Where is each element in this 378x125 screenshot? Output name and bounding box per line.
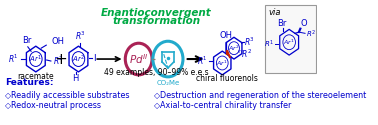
Text: $Ar^2$: $Ar^2$	[228, 44, 240, 53]
Text: $R^2$: $R^2$	[53, 55, 64, 67]
Text: $R^3$: $R^3$	[76, 30, 87, 42]
Text: chiral fluorenols: chiral fluorenols	[196, 74, 258, 83]
Text: CO₂Me: CO₂Me	[156, 80, 180, 86]
Text: racemate: racemate	[17, 72, 54, 81]
Text: transformation: transformation	[112, 16, 200, 26]
Text: via: via	[268, 8, 281, 17]
Text: Redox-neutral process: Redox-neutral process	[11, 101, 101, 110]
Text: ◇: ◇	[5, 101, 11, 110]
Text: I: I	[93, 54, 95, 62]
Text: $R^2$: $R^2$	[306, 29, 316, 40]
Text: Enantioconvergent: Enantioconvergent	[101, 8, 212, 18]
Text: $^{\prime\prime\prime}R^2$: $^{\prime\prime\prime}R^2$	[237, 48, 253, 60]
Text: $R^1$: $R^1$	[264, 38, 274, 50]
Text: ◇: ◇	[5, 91, 11, 100]
Text: $R^1$: $R^1$	[197, 55, 208, 67]
Text: Features:: Features:	[5, 78, 53, 87]
Text: Axial-to-central chirality transfer: Axial-to-central chirality transfer	[160, 101, 291, 110]
Text: Br: Br	[277, 19, 286, 28]
Text: H: H	[72, 74, 78, 83]
Text: 49 examples, 90–99% e.e.s: 49 examples, 90–99% e.e.s	[104, 68, 209, 77]
Text: +: +	[54, 52, 67, 66]
Text: Destruction and regeneration of the stereoelement: Destruction and regeneration of the ster…	[160, 91, 366, 100]
Text: $Ar^1$: $Ar^1$	[283, 38, 295, 47]
Text: OH: OH	[52, 38, 65, 46]
Text: $R^1$: $R^1$	[8, 53, 19, 65]
Text: O: O	[301, 19, 307, 28]
Text: ◇: ◇	[154, 91, 160, 100]
Text: OH: OH	[220, 31, 233, 40]
Text: $R^3$: $R^3$	[244, 36, 255, 48]
Text: ◇: ◇	[154, 101, 160, 110]
Text: $Ar^1$: $Ar^1$	[216, 58, 228, 68]
Text: Br: Br	[22, 36, 32, 45]
Text: $Ar^2$: $Ar^2$	[72, 53, 85, 65]
Text: $Ar^1$: $Ar^1$	[29, 53, 42, 65]
Text: Readily accessible substrates: Readily accessible substrates	[11, 91, 129, 100]
FancyBboxPatch shape	[265, 5, 316, 73]
Text: $Pd^{II}$: $Pd^{II}$	[129, 52, 149, 66]
